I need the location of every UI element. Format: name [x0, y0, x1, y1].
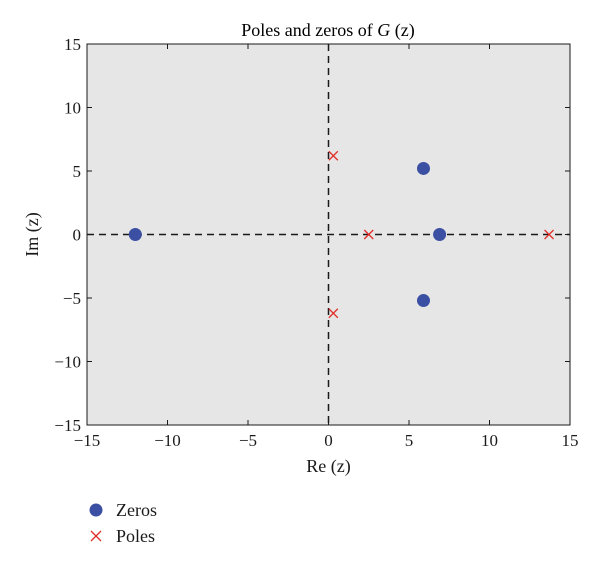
y-tick-label: 0 [73, 226, 82, 245]
y-axis-label: Im (z) [22, 212, 43, 256]
chart-title: Poles and zeros of G (z) [241, 20, 414, 41]
y-tick-label: −5 [63, 289, 81, 308]
legend-label-poles: Poles [116, 525, 156, 546]
pole-marker [328, 150, 339, 161]
x-marker-icon [86, 526, 106, 546]
x-tick-label: −15 [74, 431, 101, 450]
pole-marker [544, 229, 555, 240]
pole-marker [363, 229, 374, 240]
x-tick-label: −10 [154, 431, 181, 450]
y-tick-label: −10 [54, 353, 81, 372]
x-tick-label: 15 [562, 431, 579, 450]
y-tick-label: 15 [64, 35, 81, 54]
legend: Zeros Poles [86, 497, 157, 549]
circle-marker-icon [86, 500, 106, 520]
x-tick-label: 0 [324, 431, 333, 450]
pole-marker [328, 308, 339, 319]
zero-marker [416, 294, 430, 308]
zero-marker [433, 228, 447, 241]
y-tick-label: 10 [64, 99, 81, 118]
x-tick-label: −5 [239, 431, 257, 450]
zero-marker [416, 161, 430, 175]
legend-label-zeros: Zeros [116, 499, 157, 520]
y-tick-label: −15 [54, 416, 81, 435]
legend-item-poles: Poles [86, 523, 157, 549]
zero-marker [128, 228, 142, 241]
legend-item-zeros: Zeros [86, 497, 157, 523]
x-tick-label: 10 [481, 431, 498, 450]
x-axis-label: Re (z) [306, 456, 350, 477]
x-tick-label: 5 [405, 431, 414, 450]
y-tick-label: 5 [73, 162, 82, 181]
